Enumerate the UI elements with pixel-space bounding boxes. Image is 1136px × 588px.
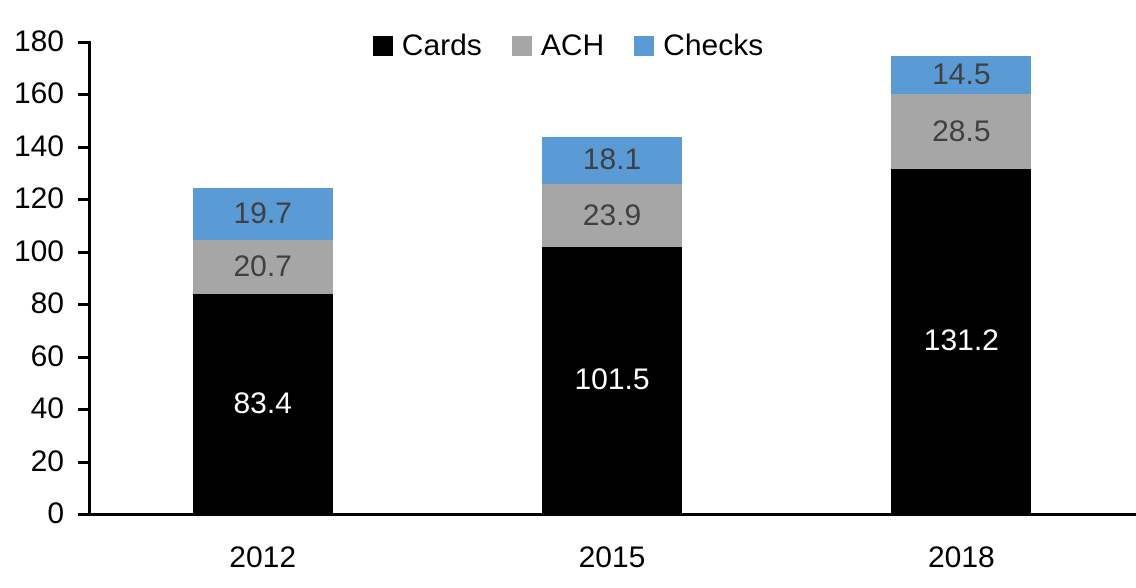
y-tick-mark [78,93,88,97]
y-tick-mark [78,145,88,149]
y-tick-label: 120 [13,182,64,216]
segment-cards-2012: 83.4 [192,294,333,513]
segment-cards-2018: 131.2 [891,168,1032,513]
x-tick-label: 2018 [927,541,995,574]
y-tick-mark [78,513,88,516]
legend-item-cards: Cards [372,29,482,62]
segment-value-label: 20.7 [233,250,292,284]
bar-2018: 131.2 28.5 14.5 [891,56,1032,513]
segment-value-label: 18.1 [582,143,642,177]
legend-label: Checks [663,29,764,62]
y-tick-mark [78,355,88,359]
legend-label: ACH [540,29,605,62]
y-tick-label: 140 [13,129,64,163]
y-tick-mark [78,303,88,307]
chart-legend: Cards ACH Checks [0,31,1136,61]
y-tick-mark [78,408,88,412]
legend-item-ach: ACH [511,29,605,62]
y-tick-label: 0 [47,497,64,530]
y-tick-label: 60 [30,339,64,373]
x-axis [88,513,1136,516]
segment-value-label: 28.5 [932,114,991,148]
x-tick-label: 2012 [229,541,297,574]
segment-checks-2012: 19.7 [192,188,333,241]
legend-label: Cards [401,29,482,62]
y-tick-label: 20 [30,444,64,478]
y-tick-label: 180 [13,25,64,58]
segment-ach-2015: 23.9 [542,184,682,247]
legend-swatch-cards [372,36,393,56]
y-tick-label: 40 [30,392,64,426]
segment-checks-2015: 18.1 [542,136,682,185]
segment-value-label: 14.5 [932,58,991,92]
segment-checks-2018: 14.5 [891,56,1032,95]
x-tick-label: 2015 [578,541,646,574]
segment-value-label: 83.4 [233,386,292,420]
segment-ach-2012: 20.7 [192,240,333,295]
segment-value-label: 23.9 [582,198,642,232]
segment-value-label: 19.7 [233,197,292,231]
y-tick-label: 80 [30,287,64,321]
segment-value-label: 131.2 [923,323,999,357]
y-tick-mark [78,460,88,464]
legend-swatch-ach [511,36,532,56]
segment-ach-2018: 28.5 [891,94,1032,169]
segment-value-label: 101.5 [574,362,650,396]
y-tick-mark [78,198,88,202]
bar-2015: 101.5 23.9 18.1 [542,136,682,513]
legend-swatch-checks [634,36,655,56]
legend-item-checks: Checks [634,31,763,61]
y-tick-label: 100 [13,234,64,268]
y-tick-mark [78,41,88,44]
y-tick-mark [78,250,88,254]
y-axis [88,41,91,516]
bar-2012: 83.4 20.7 19.7 [192,188,333,513]
segment-cards-2015: 101.5 [542,246,682,513]
y-tick-label: 160 [13,77,64,111]
